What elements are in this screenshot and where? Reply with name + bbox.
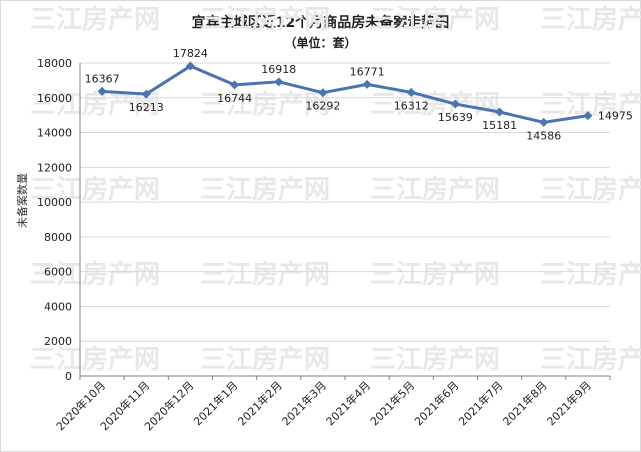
y-tick-label: 10000 [37, 196, 72, 209]
data-point [539, 117, 549, 127]
watermark-text: 三江房产网 [370, 5, 500, 35]
chart-title: 宜宾主城区近12个月商品房未备案走势图 [191, 15, 450, 31]
y-tick-label: 4000 [44, 300, 72, 313]
data-point [318, 88, 328, 98]
watermark-text: 三江房产网 [200, 5, 330, 35]
y-tick-label: 2000 [44, 335, 72, 348]
y-tick-label: 0 [65, 370, 72, 383]
watermark-text: 三江房产网 [30, 260, 160, 290]
x-tick-label: 2021年7月 [456, 378, 506, 428]
data-label: 16918 [261, 63, 296, 76]
x-tick-label: 2021年3月 [279, 378, 329, 428]
data-point [583, 111, 593, 121]
y-tick-label: 14000 [37, 127, 72, 140]
watermark-text: 三江房产网 [540, 5, 641, 35]
x-tick-label: 2021年4月 [323, 378, 373, 428]
data-label: 15181 [482, 119, 517, 132]
data-label: 16312 [394, 99, 429, 112]
data-label: 16213 [129, 101, 164, 114]
x-tick-label: 2021年2月 [235, 378, 285, 428]
chart-subtitle: （单位：套） [284, 36, 357, 50]
watermark-text: 三江房产网 [370, 345, 500, 375]
data-point [362, 79, 372, 89]
data-point [230, 80, 240, 90]
watermark-text: 三江房产网 [370, 175, 500, 205]
series-line [101, 64, 589, 124]
y-tick-label: 6000 [44, 266, 72, 279]
x-tick-label: 2021年1月 [191, 378, 241, 428]
data-label: 16771 [350, 65, 385, 78]
data-point [185, 61, 195, 71]
y-tick-label: 8000 [44, 231, 72, 244]
data-label: 16367 [85, 72, 120, 85]
y-tick-label: 16000 [37, 92, 72, 105]
watermark-text: 三江房产网 [540, 260, 641, 290]
data-label: 14975 [598, 110, 633, 123]
data-point [97, 86, 107, 96]
data-point [141, 89, 151, 99]
data-point [406, 87, 416, 97]
y-tick-label: 18000 [37, 57, 72, 70]
data-point [274, 77, 284, 87]
x-tick-label: 2021年5月 [367, 378, 417, 428]
watermark-text: 三江房产网 [370, 260, 500, 290]
watermark-text: 三江房产网 [200, 175, 330, 205]
data-label: 16744 [217, 92, 252, 105]
data-point [450, 99, 460, 109]
x-tick-label: 2021年8月 [500, 378, 550, 428]
data-label: 16292 [305, 100, 340, 113]
watermark-text: 三江房产网 [540, 175, 641, 205]
watermark-text: 三江房产网 [370, 90, 500, 120]
watermark-text: 三江房产网 [200, 260, 330, 290]
data-point [495, 107, 505, 117]
watermark-text: 三江房产网 [200, 345, 330, 375]
y-tick-label: 12000 [37, 161, 72, 174]
data-label: 14586 [526, 129, 561, 142]
watermark-text: 三江房产网 [30, 345, 160, 375]
watermark-text: 三江房产网 [200, 90, 330, 120]
watermark-text: 三江房产网 [540, 345, 641, 375]
watermark-text: 三江房产网 [30, 5, 160, 35]
watermark-text: 三江房产网 [30, 175, 160, 205]
data-label: 17824 [173, 47, 208, 60]
x-tick-label: 2021年9月 [544, 378, 594, 428]
x-tick-label: 2021年6月 [411, 378, 461, 428]
data-label: 15639 [438, 111, 473, 124]
